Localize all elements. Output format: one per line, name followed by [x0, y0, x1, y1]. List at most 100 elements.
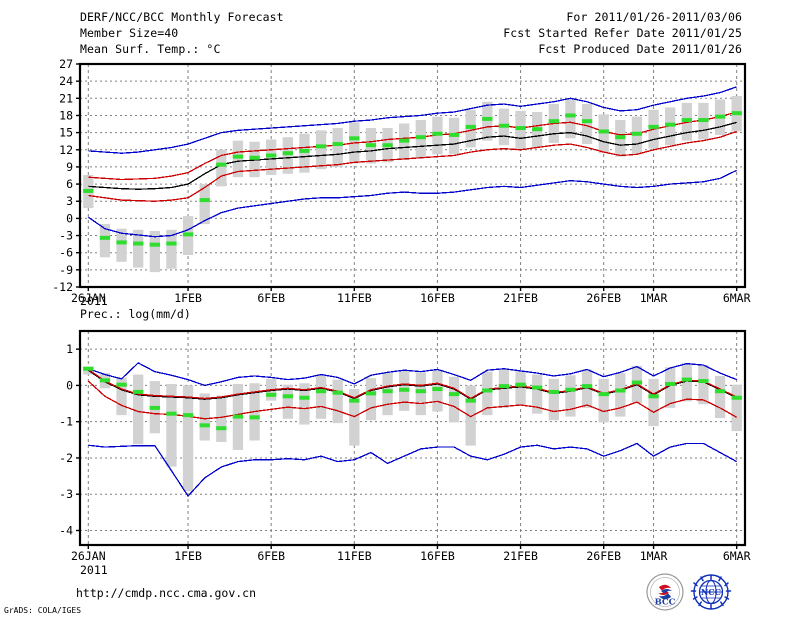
observed-dash: [648, 394, 659, 399]
observed-dash: [665, 122, 676, 127]
observed-dash: [548, 119, 559, 124]
observed-dash: [332, 142, 343, 147]
y-tick-label: 15: [59, 126, 73, 140]
range-bar: [465, 385, 476, 446]
range-bar: [216, 149, 227, 187]
grid-lines: [80, 63, 745, 288]
observed-dash: [448, 392, 460, 397]
y-tick-label: 21: [59, 91, 73, 105]
observed-dash: [99, 378, 111, 383]
observed-dash: [532, 385, 543, 390]
observed-dash: [598, 392, 609, 397]
y-tick-label: 18: [59, 108, 73, 122]
observed-dash: [83, 188, 94, 193]
observed-dash: [681, 377, 692, 382]
series-median: [87, 369, 737, 400]
x-tick-label: 6FEB: [257, 549, 285, 563]
observed-dash: [482, 116, 493, 121]
svg-text:NCC: NCC: [701, 587, 721, 597]
observed-dash: [482, 388, 493, 393]
fcst-produced-date: Fcst Produced Date 2011/01/26: [538, 42, 742, 56]
series-min: [88, 362, 737, 387]
observed-dash: [399, 387, 410, 392]
observed-dash: [598, 129, 609, 134]
observed-dash: [465, 124, 476, 129]
observed-dash: [581, 119, 593, 124]
observed-dash: [548, 389, 559, 394]
svg-text:BCC: BCC: [655, 598, 676, 608]
observed-dash: [182, 232, 194, 237]
range-bar: [482, 101, 493, 141]
observed-dash: [332, 390, 343, 395]
range-bar: [598, 378, 609, 423]
y-axis: -12 -9 -6 -3 0 3 6 9 12 15 18 21 24 27: [52, 57, 80, 294]
y-tick-label: -12: [52, 280, 73, 294]
observed-dash: [698, 118, 709, 123]
range-bar: [532, 374, 543, 414]
range-bar: [731, 384, 742, 432]
y-tick-label: 3: [66, 194, 73, 208]
range-bar: [216, 395, 227, 442]
observed-dash: [465, 398, 476, 403]
x-axis: 26JAN 1FEB 6FEB 11FEB 16FEB 21FEB 26FEB 1MAR 6MA…: [71, 545, 751, 563]
range-bar: [166, 229, 177, 269]
x-tick-label: 26FEB: [586, 291, 621, 305]
y-tick-label: -9: [59, 263, 73, 277]
x-tick-label: 6FEB: [257, 291, 285, 305]
range-bar: [332, 128, 343, 167]
source-url[interactable]: http://cmdp.ncc.cma.gov.cn: [76, 586, 257, 600]
range-bar: [698, 365, 709, 405]
observed-dash: [498, 384, 510, 389]
observed-dash: [681, 118, 692, 123]
range-bar: [665, 367, 676, 408]
observed-dash: [266, 392, 277, 397]
observed-dash: [631, 380, 643, 385]
observed-dash: [714, 114, 726, 119]
x-tick-label: 21FEB: [503, 549, 538, 563]
observed-dash: [714, 389, 726, 394]
y-tick-label: -3: [59, 487, 73, 501]
observed-dash: [315, 144, 327, 149]
y-tick-label: 1: [66, 342, 73, 356]
chart-title: DERF/NCC/BCC Monthly Forecast: [80, 10, 284, 24]
observed-dash: [631, 131, 643, 136]
range-bar: [182, 385, 194, 492]
forecast-period: For 2011/01/26-2011/03/06: [566, 10, 742, 24]
observed-dashes: [83, 111, 742, 247]
observed-dash: [133, 241, 144, 246]
range-bar: [166, 383, 177, 467]
observed-dash: [349, 398, 360, 403]
ncc-logo-icon: NCC: [690, 573, 732, 611]
range-bar: [448, 376, 460, 423]
observed-dash: [382, 389, 393, 394]
observed-dash: [282, 394, 293, 399]
range-bar: [565, 98, 576, 139]
observed-dash: [149, 405, 160, 410]
series-min: [88, 86, 737, 154]
y-tick-label: 6: [66, 177, 73, 191]
series-median: [88, 121, 737, 190]
y-axis: -4 -3 -2 -1 0 1: [59, 342, 80, 537]
observed-dash: [133, 389, 144, 394]
y-tick-label: -6: [59, 246, 73, 260]
range-bar: [615, 373, 626, 417]
range-bar: [648, 378, 659, 427]
observed-dash: [532, 127, 543, 132]
x-tick-label: 21FEB: [503, 291, 538, 305]
range-bar: [133, 374, 144, 445]
observed-dash: [299, 148, 310, 153]
grid-lines: [80, 331, 745, 545]
range-bar: [349, 389, 360, 446]
observed-dash: [731, 395, 742, 400]
observed-dash: [731, 111, 742, 116]
y-tick-label: -2: [59, 451, 73, 465]
range-bar: [199, 393, 210, 441]
x-tick-label: 16FEB: [420, 549, 455, 563]
y-tick-label: -4: [59, 523, 73, 537]
series-q75: [88, 111, 737, 181]
range-bar: [714, 375, 726, 419]
observed-dash: [315, 389, 327, 394]
range-bar: [199, 184, 210, 225]
series-lines: [87, 86, 737, 238]
observed-dash: [249, 155, 260, 160]
